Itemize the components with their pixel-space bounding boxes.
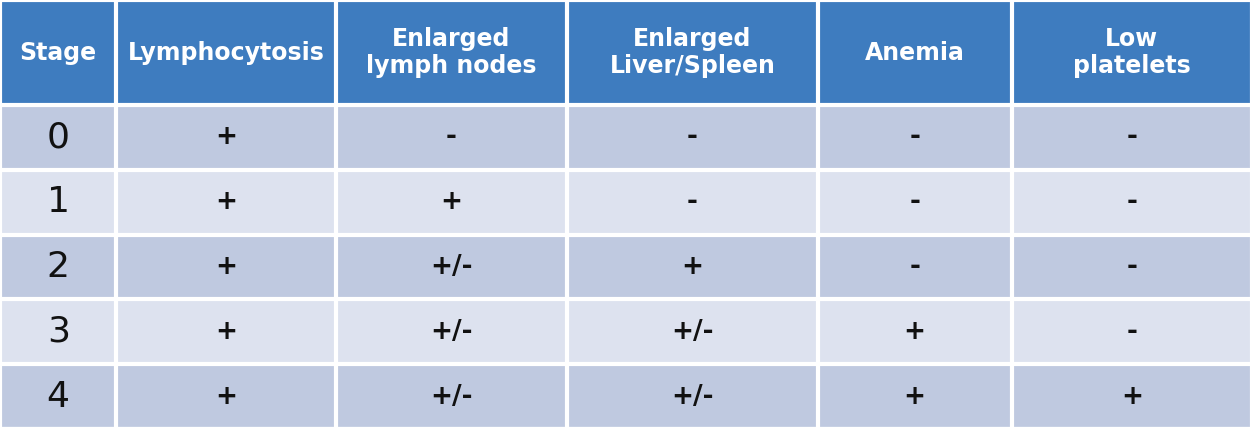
Text: 0: 0 [46, 121, 70, 154]
Text: -: - [1127, 189, 1137, 215]
Text: 3: 3 [46, 315, 70, 349]
Bar [0, 0, 116, 105]
Bar [1012, 105, 1252, 170]
Text: +: + [441, 189, 462, 215]
Text: +: + [681, 254, 704, 280]
Text: +: + [904, 384, 925, 410]
Bar [1012, 235, 1252, 299]
Bar [336, 364, 567, 429]
Bar [116, 235, 336, 299]
Text: +: + [1121, 384, 1143, 410]
Bar [116, 105, 336, 170]
Text: -: - [909, 254, 920, 280]
Bar [116, 364, 336, 429]
Bar [567, 170, 818, 235]
Bar [567, 105, 818, 170]
Bar [818, 364, 1012, 429]
Bar [0, 364, 116, 429]
Bar [116, 170, 336, 235]
Text: 2: 2 [46, 250, 70, 284]
Text: +/-: +/- [671, 384, 714, 410]
Bar [1012, 299, 1252, 364]
Text: Stage: Stage [20, 41, 96, 64]
Bar [0, 170, 116, 235]
Bar [818, 0, 1012, 105]
Text: +: + [215, 319, 237, 345]
Bar [1012, 0, 1252, 105]
Bar [116, 0, 336, 105]
Bar [567, 235, 818, 299]
Bar [0, 235, 116, 299]
Bar [1012, 364, 1252, 429]
Text: +: + [215, 254, 237, 280]
Text: -: - [446, 124, 457, 151]
Bar [116, 299, 336, 364]
Bar [818, 299, 1012, 364]
Text: -: - [687, 189, 697, 215]
Text: +/-: +/- [431, 254, 472, 280]
Text: 1: 1 [46, 185, 70, 219]
Text: +/-: +/- [431, 384, 472, 410]
Text: Enlarged
lymph nodes: Enlarged lymph nodes [366, 27, 537, 79]
Text: +: + [215, 189, 237, 215]
Text: +: + [215, 124, 237, 151]
Bar [336, 299, 567, 364]
Bar [818, 105, 1012, 170]
Bar [567, 0, 818, 105]
Text: -: - [1127, 319, 1137, 345]
Text: -: - [909, 189, 920, 215]
Text: Lymphocytosis: Lymphocytosis [128, 41, 324, 64]
Bar [336, 170, 567, 235]
Text: +/-: +/- [671, 319, 714, 345]
Text: Enlarged
Liver/Spleen: Enlarged Liver/Spleen [610, 27, 775, 79]
Text: +: + [215, 384, 237, 410]
Text: +: + [904, 319, 925, 345]
Text: Anemia: Anemia [865, 41, 964, 64]
Text: Low
platelets: Low platelets [1073, 27, 1191, 79]
Text: -: - [687, 124, 697, 151]
Bar [0, 105, 116, 170]
Bar [336, 0, 567, 105]
Bar [0, 299, 116, 364]
Text: -: - [909, 124, 920, 151]
Bar [336, 235, 567, 299]
Text: -: - [1127, 124, 1137, 151]
Text: -: - [1127, 254, 1137, 280]
Text: +/-: +/- [431, 319, 472, 345]
Bar [1012, 170, 1252, 235]
Bar [567, 364, 818, 429]
Bar [567, 299, 818, 364]
Bar [818, 170, 1012, 235]
Text: 4: 4 [46, 380, 70, 414]
Bar [818, 235, 1012, 299]
Bar [336, 105, 567, 170]
